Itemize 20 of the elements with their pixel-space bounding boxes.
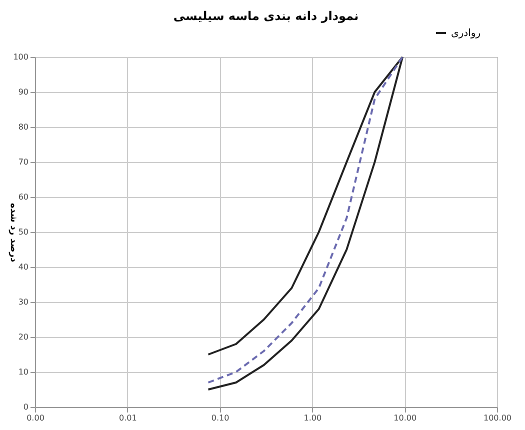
y-tick-label: 70 (18, 158, 28, 166)
y-tick-label: 30 (18, 298, 28, 306)
y-tick-label: 0 (23, 402, 28, 412)
y-axis-title: درصد رد شده (8, 202, 18, 262)
y-tick-label: 90 (18, 88, 28, 96)
y-tick-label: 40 (18, 262, 28, 272)
y-tick-label: 50 (18, 228, 28, 236)
x-tick-label: 0.00 (26, 414, 44, 422)
y-tick-label: 60 (18, 192, 28, 202)
y-tick-label: 100 (13, 52, 28, 62)
x-tick-label: 100.00 (484, 414, 512, 422)
legend-label: روادری (451, 28, 481, 39)
y-tick-label: 80 (18, 122, 28, 132)
x-tick-label: 10.00 (394, 414, 417, 422)
x-tick-label: 1.00 (304, 414, 322, 422)
x-tick-label: 0.01 (118, 414, 137, 422)
y-tick-label: 10 (18, 368, 28, 376)
chart-title: نمودار دانه بندی ماسه سیلیسی (173, 9, 359, 23)
y-tick-label: 20 (18, 332, 28, 342)
x-tick-label: 0.10 (211, 414, 230, 422)
